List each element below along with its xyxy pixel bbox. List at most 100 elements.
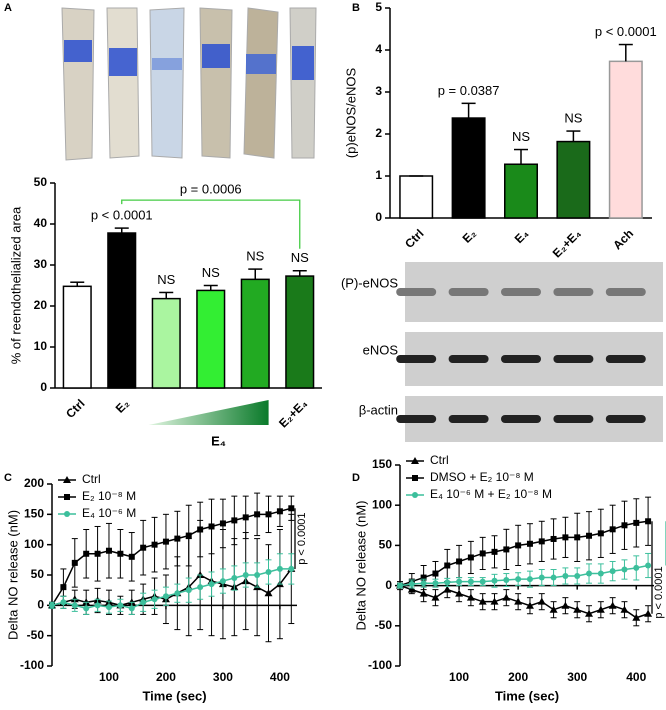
legend-marker [411, 457, 419, 464]
point [105, 604, 112, 611]
y-axis-label: % of reendothelialized area [8, 206, 23, 364]
point [515, 576, 522, 583]
y-tick-label: 100 [24, 537, 44, 551]
vessel-photos [61, 7, 317, 161]
point [609, 526, 616, 533]
point [174, 590, 181, 597]
point [151, 541, 158, 548]
point [608, 601, 617, 609]
x-axis-label: Time (sec) [142, 688, 206, 703]
point [231, 575, 238, 582]
error-bar [618, 43, 633, 62]
y-tick-label: 2 [375, 126, 382, 140]
point [467, 554, 474, 561]
x-tick-label: E₂ [460, 226, 479, 245]
point [408, 580, 415, 587]
point [479, 550, 486, 557]
point [645, 518, 652, 525]
blot-band [448, 288, 489, 296]
point [621, 522, 628, 529]
y-tick-label: 10 [34, 339, 48, 353]
point [479, 578, 486, 585]
x-tick-label: E₄ [512, 226, 532, 246]
x-tick-label: 300 [213, 670, 233, 684]
blot-band [396, 415, 437, 423]
bar [556, 140, 591, 219]
x-tick-label: 100 [99, 670, 119, 684]
bar [240, 278, 270, 389]
point [466, 593, 475, 601]
legend-marker [64, 494, 70, 500]
y-tick-label: 1 [375, 168, 382, 182]
point [71, 559, 78, 566]
bar [107, 232, 137, 389]
blot-band [553, 355, 594, 363]
point [585, 609, 594, 617]
point [242, 572, 249, 578]
blot-band [501, 355, 541, 363]
y-tick-label: 3 [375, 84, 382, 98]
blot-band [396, 355, 437, 363]
bar [399, 175, 434, 219]
point [60, 599, 67, 606]
point [455, 589, 464, 597]
dose-triangle [148, 400, 269, 425]
point [83, 550, 90, 557]
blot-band [605, 415, 646, 423]
point [420, 580, 427, 587]
bar [151, 297, 181, 389]
y-tick-label: 0 [40, 380, 47, 394]
x-tick-label: E₂+E₄ [276, 396, 310, 430]
point [596, 605, 605, 613]
point [105, 547, 112, 554]
point [478, 597, 487, 605]
series-line [51, 507, 292, 606]
point [502, 593, 511, 601]
point [432, 580, 439, 587]
y-tick-label: 40 [34, 216, 48, 230]
bar [196, 289, 226, 389]
panel-label: C [4, 472, 12, 484]
point [503, 546, 510, 553]
point [231, 517, 238, 524]
point [151, 596, 158, 603]
point [574, 534, 581, 541]
blot-band [553, 288, 594, 296]
point [456, 558, 463, 565]
bar-label: NS [202, 265, 220, 280]
bar [62, 285, 92, 389]
x-tick-label: 200 [508, 670, 528, 684]
point [456, 578, 463, 585]
y-axis-label: Delta NO release (nM) [353, 500, 368, 630]
y-tick-label: 150 [372, 457, 392, 471]
y-tick-label: 50 [34, 175, 48, 189]
point [597, 570, 604, 577]
x-tick-label: 200 [156, 670, 176, 684]
bar [608, 60, 643, 219]
series-line [51, 568, 292, 607]
series [49, 492, 295, 609]
x-tick-label: Ctrl [402, 226, 427, 251]
point [140, 544, 147, 551]
error-bar [114, 227, 129, 234]
x-tick-label: 100 [449, 670, 469, 684]
blot-band [501, 288, 541, 296]
bracket [121, 199, 301, 249]
error-bar [203, 284, 218, 291]
series-line [399, 520, 649, 587]
point [254, 511, 261, 518]
error-bar [566, 130, 581, 142]
point [71, 602, 78, 609]
point [574, 572, 581, 579]
point [444, 562, 451, 569]
point [491, 577, 498, 584]
error-bar [159, 291, 174, 299]
point [573, 605, 582, 613]
series [49, 553, 295, 615]
blot-band [448, 415, 489, 423]
point [514, 597, 523, 605]
bar [451, 117, 486, 219]
legend-label: E₄ 10⁻⁶ M [82, 506, 136, 520]
point [128, 605, 135, 612]
legend-marker [412, 492, 418, 498]
